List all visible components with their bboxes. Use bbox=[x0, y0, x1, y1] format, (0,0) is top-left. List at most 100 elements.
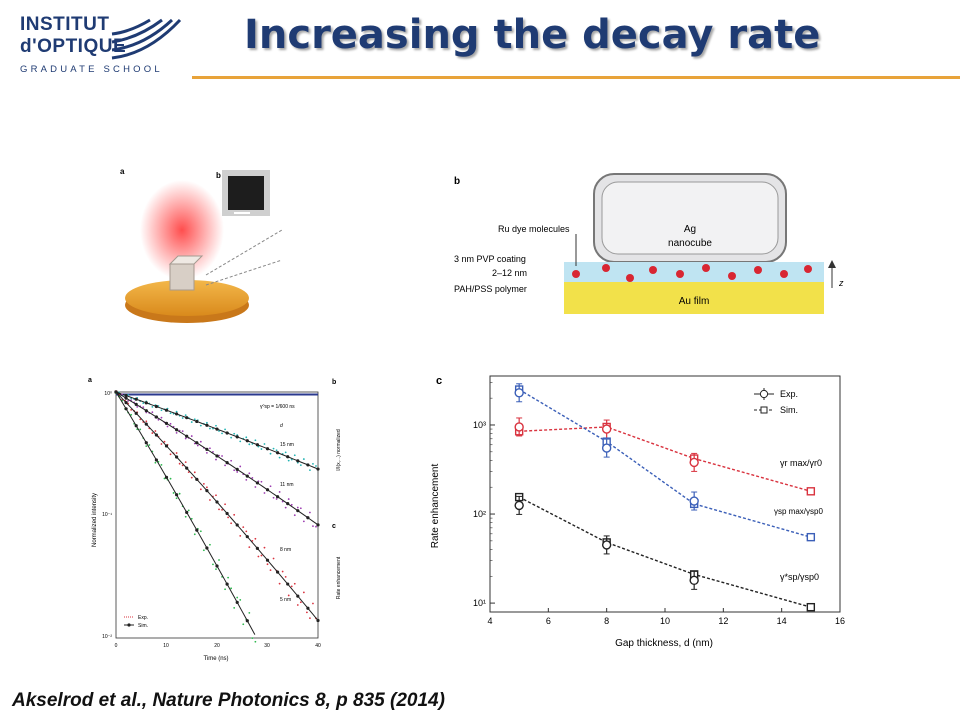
exp-decay-point bbox=[163, 440, 166, 443]
sim-decay-point bbox=[154, 458, 158, 462]
exp-point bbox=[601, 424, 612, 434]
sim-decay-point bbox=[306, 606, 310, 610]
sim-decay-point bbox=[195, 477, 199, 481]
dye-molecules bbox=[572, 264, 812, 282]
ru-label: Ru dye molecules bbox=[498, 224, 570, 234]
exp-decay-point bbox=[142, 406, 145, 409]
exp-decay-point bbox=[254, 486, 257, 488]
y-tick-label: 10³ bbox=[473, 420, 486, 430]
title-underline bbox=[192, 76, 960, 79]
sim-decay-point bbox=[245, 619, 249, 623]
sim-decay-point bbox=[296, 594, 300, 598]
panel-b-schematic: b Ag nanocube Au film Ru dye molecules 3… bbox=[454, 173, 844, 314]
decay-xtick-0: 0 bbox=[115, 643, 118, 649]
exp-decay-point bbox=[293, 514, 296, 517]
sim-decay-point bbox=[286, 455, 290, 459]
exp-decay-point bbox=[269, 569, 272, 572]
curve-label-5: 5 nm bbox=[280, 597, 291, 603]
exp-decay-point bbox=[215, 494, 217, 497]
sim-decay-point bbox=[134, 402, 138, 406]
x-tick-label: 4 bbox=[487, 616, 492, 626]
sim-decay-point bbox=[134, 397, 138, 401]
series-label-r: γr max/γr0 bbox=[780, 458, 822, 468]
sim-decay-point bbox=[225, 431, 229, 435]
exp-decay-point bbox=[169, 422, 172, 425]
exp-decay-point bbox=[190, 476, 193, 479]
chart-xlabel: Gap thickness, d (nm) bbox=[615, 638, 713, 649]
sim-decay-point bbox=[144, 409, 148, 413]
exp-decay-point bbox=[187, 471, 190, 474]
sim-decay-point bbox=[124, 396, 128, 400]
sim-decay-point bbox=[134, 411, 138, 415]
decay-xtick-3: 30 bbox=[264, 643, 270, 649]
gold-disk bbox=[125, 280, 249, 316]
exp-decay-point bbox=[248, 546, 251, 548]
sim-decay-point bbox=[154, 433, 158, 437]
exp-decay-point bbox=[287, 594, 290, 597]
exp-decay-point bbox=[284, 506, 287, 509]
exp-decay-point bbox=[175, 431, 178, 434]
sim-decay-point bbox=[306, 516, 310, 520]
exp-decay-point bbox=[248, 611, 251, 614]
sim-decay-point bbox=[195, 419, 199, 424]
sim-decay-point bbox=[255, 546, 259, 550]
exp-decay-point bbox=[248, 443, 251, 446]
citation: Akselrod et al., Nature Photonics 8, p 8… bbox=[12, 690, 445, 711]
exp-decay-point bbox=[278, 491, 281, 493]
exp-decay-point bbox=[187, 509, 190, 512]
logo-line2: d'OPTIQUE bbox=[20, 36, 127, 57]
exp-decay-point bbox=[160, 463, 163, 466]
sim-decay-point bbox=[154, 404, 158, 409]
exp-decay-point bbox=[184, 515, 187, 518]
sim-decay-point bbox=[215, 500, 219, 504]
sim-decay-point bbox=[124, 401, 128, 405]
legend-exp: Exp. bbox=[780, 389, 798, 399]
decay-ytick-2: 10⁻² bbox=[102, 634, 112, 640]
sim-decay-point bbox=[225, 511, 229, 516]
exp-decay-point bbox=[145, 445, 148, 448]
x-tick-label: 6 bbox=[546, 616, 551, 626]
exp-decay-point bbox=[254, 439, 257, 442]
sim-decay-point bbox=[276, 570, 280, 574]
sim-decay-point bbox=[235, 600, 239, 604]
sim-decay-point bbox=[124, 407, 128, 411]
exp-decay-point bbox=[293, 454, 296, 457]
sim-decay-point bbox=[235, 435, 239, 439]
exp-decay-point bbox=[230, 587, 233, 590]
sim-decay-point bbox=[175, 412, 179, 416]
sim-decay-point bbox=[195, 441, 199, 445]
sim-decay-point bbox=[215, 564, 219, 568]
exp-decay-point bbox=[242, 526, 245, 529]
exp-decay-point bbox=[190, 435, 193, 437]
exp-decay-point bbox=[233, 432, 236, 435]
exp-decay-point bbox=[272, 557, 275, 560]
exp-decay-point bbox=[190, 421, 193, 423]
sim-decay-point bbox=[276, 451, 280, 455]
sim-decay-point bbox=[144, 441, 148, 445]
exp-decay-point bbox=[199, 488, 202, 491]
exp-point bbox=[514, 388, 524, 398]
exp-decay-point bbox=[224, 428, 226, 431]
logo-line3: GRADUATE SCHOOL bbox=[20, 64, 163, 75]
exp-decay-point bbox=[151, 411, 154, 414]
sim-decay-point bbox=[144, 401, 148, 405]
x-tick-label: 14 bbox=[777, 616, 787, 626]
exp-decay-point bbox=[193, 471, 196, 474]
chart-ylabel: Rate enhancement bbox=[430, 464, 441, 549]
exp-decay-point bbox=[257, 555, 260, 558]
exp-decay-point bbox=[151, 405, 154, 408]
exp-decay-point bbox=[175, 452, 178, 454]
exp-point bbox=[601, 443, 612, 453]
sim-decay-point bbox=[195, 528, 199, 532]
exp-decay-point bbox=[181, 464, 184, 467]
exp-decay-point bbox=[299, 601, 302, 604]
exp-decay-point bbox=[287, 498, 290, 500]
exp-decay-point bbox=[206, 451, 208, 454]
exp-decay-point bbox=[302, 591, 305, 594]
exp-decay-point bbox=[263, 492, 266, 494]
exp-decay-point bbox=[166, 425, 169, 428]
exp-decay-point bbox=[269, 485, 272, 488]
au-film bbox=[564, 282, 824, 314]
chart-legend: Exp. Sim. bbox=[754, 388, 798, 415]
exp-decay-point bbox=[221, 509, 223, 511]
